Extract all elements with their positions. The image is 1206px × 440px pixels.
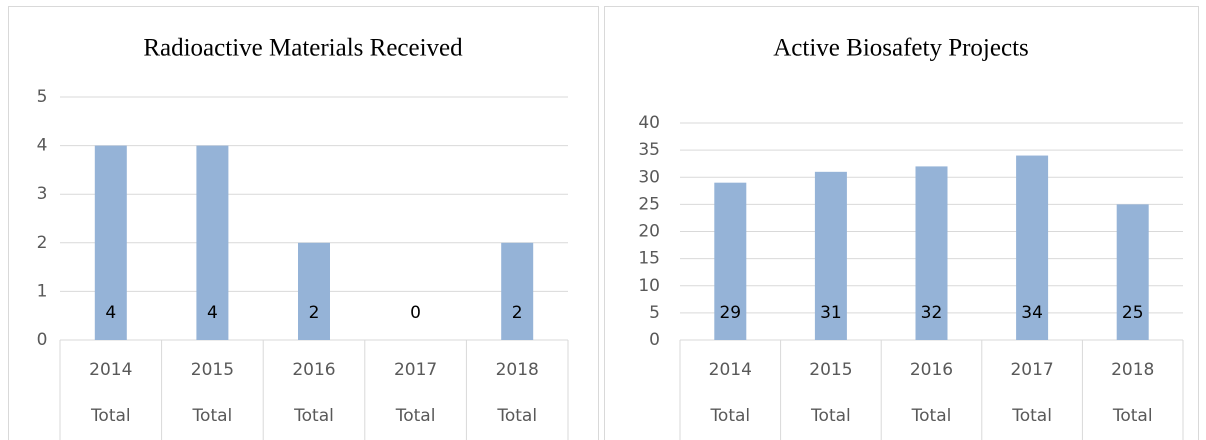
y-tick-label: 10 [638,276,660,296]
chart-frame [604,6,1199,440]
x-tick-label: 2014 [89,360,132,380]
y-tick-label: 2 [37,233,48,253]
x-group-label: Total [1011,406,1052,426]
data-label: 32 [921,303,943,323]
bar [94,145,127,340]
x-group-label: Total [496,406,537,426]
x-group-label: Total [810,406,851,426]
bar [196,145,229,340]
data-label: 2 [512,303,523,323]
data-label: 2 [309,303,320,323]
x-tick-label: 2018 [1111,360,1154,380]
x-group-label: Total [395,406,436,426]
bar [501,242,534,340]
x-group-label: Total [90,406,131,426]
y-tick-label: 30 [638,167,660,187]
x-tick-label: 2017 [1010,360,1053,380]
y-tick-label: 25 [638,194,660,214]
bar [1116,204,1149,340]
y-tick-label: 35 [638,140,660,160]
chart-title: Radioactive Materials Received [143,35,463,62]
x-tick-label: 2015 [809,360,852,380]
x-tick-label: 2014 [709,360,752,380]
data-label: 0 [410,303,421,323]
bar [298,242,330,340]
y-tick-label: 1 [37,281,48,301]
x-group-label: Total [1112,406,1153,426]
y-tick-label: 0 [37,330,48,350]
x-tick-label: 2018 [496,360,539,380]
y-tick-label: 3 [37,184,48,204]
y-tick-label: 4 [37,136,48,156]
x-group-label: Total [192,406,233,426]
y-tick-label: 0 [649,330,660,350]
data-label: 4 [207,303,218,323]
bar [714,182,747,340]
x-tick-label: 2016 [910,360,953,380]
data-label: 34 [1021,303,1043,323]
y-tick-label: 40 [638,113,660,133]
y-tick-label: 20 [638,222,660,242]
x-tick-label: 2015 [191,360,234,380]
data-label: 25 [1122,303,1144,323]
y-tick-label: 5 [649,303,660,323]
x-group-label: Total [911,406,952,426]
data-label: 4 [105,303,116,323]
x-group-label: Total [293,406,334,426]
bar [1016,155,1049,340]
y-tick-label: 5 [37,87,48,107]
bar [915,166,948,340]
data-label: 31 [820,303,842,323]
bar [814,171,847,340]
chart-title: Active Biosafety Projects [773,35,1029,62]
x-tick-label: 2017 [394,360,437,380]
data-label: 29 [719,303,741,323]
x-group-label: Total [709,406,750,426]
x-tick-label: 2016 [292,360,335,380]
y-tick-label: 15 [638,249,660,269]
